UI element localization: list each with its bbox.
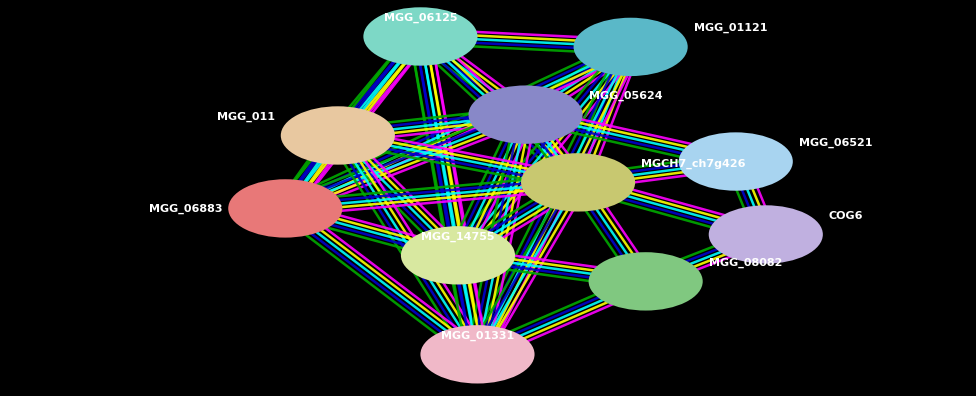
- Text: MGG_08082: MGG_08082: [709, 257, 782, 268]
- Text: MGG_14755: MGG_14755: [422, 231, 495, 242]
- Text: MGCH7_ch7g426: MGCH7_ch7g426: [641, 158, 746, 169]
- Text: MGG_01121: MGG_01121: [694, 23, 767, 33]
- Text: COG6: COG6: [829, 211, 864, 221]
- Ellipse shape: [363, 7, 477, 66]
- Text: MGG_06125: MGG_06125: [384, 13, 457, 23]
- Text: MGG_011: MGG_011: [217, 112, 275, 122]
- Ellipse shape: [228, 179, 343, 238]
- Ellipse shape: [709, 205, 823, 264]
- Ellipse shape: [589, 252, 703, 310]
- Ellipse shape: [574, 18, 688, 76]
- Text: MGG_06883: MGG_06883: [148, 203, 223, 213]
- Ellipse shape: [521, 153, 635, 211]
- Ellipse shape: [678, 132, 793, 191]
- Ellipse shape: [281, 106, 395, 165]
- Text: MGG_01331: MGG_01331: [441, 330, 514, 341]
- Ellipse shape: [468, 86, 583, 144]
- Ellipse shape: [421, 325, 535, 383]
- Text: MGG_05624: MGG_05624: [589, 91, 663, 101]
- Text: MGG_06521: MGG_06521: [798, 138, 873, 148]
- Ellipse shape: [401, 226, 515, 284]
